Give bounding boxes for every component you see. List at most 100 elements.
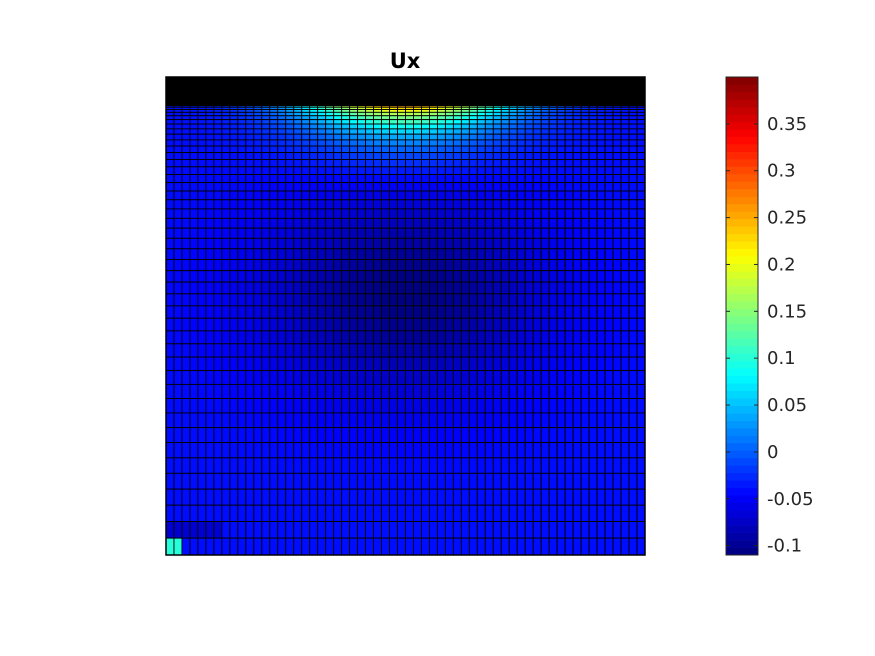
mesh-cell <box>333 208 343 219</box>
mesh-cell <box>612 115 622 121</box>
mesh-cell <box>524 472 534 490</box>
mesh-cell <box>293 190 303 201</box>
mesh-cell <box>556 190 566 201</box>
mesh-cell <box>564 217 574 229</box>
mesh-cell <box>293 293 303 307</box>
mesh-cell <box>373 182 383 192</box>
mesh-cell <box>508 139 518 147</box>
mesh-cell <box>221 370 231 385</box>
mesh-cell <box>421 152 430 160</box>
mesh-cell <box>572 521 582 539</box>
mesh-cell <box>285 119 295 125</box>
mesh-cell <box>596 119 606 125</box>
mesh-cell <box>173 217 183 229</box>
colorbar-band <box>726 368 758 377</box>
mesh-cell <box>580 317 590 332</box>
mesh-cell <box>500 293 510 307</box>
mesh-cell <box>516 412 526 429</box>
mesh-cell <box>532 217 542 229</box>
mesh-cell <box>524 174 534 184</box>
mesh-cell <box>612 174 622 184</box>
mesh-cell <box>596 305 606 319</box>
mesh-cell <box>277 330 287 345</box>
mesh-cell <box>405 293 414 307</box>
mesh-cell <box>237 488 247 506</box>
mesh-cell <box>309 159 319 168</box>
mesh-cell <box>444 305 454 319</box>
mesh-cell <box>421 248 430 261</box>
mesh-cell <box>277 259 287 272</box>
mesh-cell <box>269 133 279 141</box>
mesh-cell <box>181 472 191 490</box>
mesh-cell <box>269 248 279 261</box>
mesh-cell <box>205 248 215 261</box>
mesh-cell <box>572 133 582 141</box>
mesh-cell <box>373 370 383 385</box>
mesh-cell <box>532 190 542 201</box>
mesh-cell <box>492 293 502 307</box>
mesh-cell <box>261 174 271 184</box>
mesh-cell <box>397 128 406 135</box>
mesh-cell <box>189 281 199 295</box>
mesh-cell <box>197 119 207 125</box>
mesh-cell <box>564 537 574 556</box>
mesh-cell <box>532 139 542 147</box>
mesh-cell <box>484 111 494 117</box>
mesh-cell <box>628 111 638 117</box>
mesh-cell <box>604 237 614 250</box>
mesh-cell <box>508 488 518 506</box>
mesh-cell <box>349 115 359 121</box>
mesh-cell <box>413 383 422 399</box>
mesh-cell <box>277 537 287 556</box>
mesh-cell <box>173 521 183 539</box>
mesh-cell <box>516 343 526 358</box>
mesh-cell <box>444 442 454 459</box>
mesh-cell <box>205 370 215 385</box>
mesh-cell <box>468 190 478 201</box>
mesh-cell <box>237 237 247 250</box>
colorbar-band <box>726 233 758 242</box>
mesh-cell <box>405 152 414 160</box>
mesh-cell <box>333 281 343 295</box>
mesh-cell <box>452 457 462 474</box>
mesh-cell <box>197 356 207 372</box>
mesh-cell <box>173 281 183 295</box>
mesh-cell <box>301 305 311 319</box>
mesh-cell <box>269 145 279 154</box>
mesh-cell <box>548 111 558 117</box>
mesh-cell <box>429 343 438 358</box>
mesh-cell <box>357 115 367 121</box>
mesh-cell <box>500 370 510 385</box>
mesh-cell <box>245 356 255 372</box>
mesh-cell <box>349 123 359 130</box>
mesh-cell <box>357 182 367 192</box>
mesh-cell <box>389 457 398 474</box>
mesh-cell <box>173 442 183 459</box>
mesh-cell <box>325 248 335 261</box>
mesh-cell <box>221 190 231 201</box>
mesh-cell <box>516 237 526 250</box>
mesh-cell <box>389 227 398 239</box>
mesh-cell <box>421 139 430 147</box>
mesh-cell <box>205 115 215 121</box>
mesh-cell <box>628 412 638 429</box>
mesh-cell <box>492 139 502 147</box>
mesh-cell <box>245 139 255 147</box>
mesh-cell <box>436 398 446 414</box>
mesh-cell <box>285 115 295 121</box>
mesh-cell <box>596 504 606 522</box>
mesh-cell <box>636 457 646 474</box>
mesh-cell <box>309 182 319 192</box>
mesh-cell <box>452 472 462 490</box>
mesh-cell <box>476 208 486 219</box>
mesh-cell <box>165 159 175 168</box>
mesh-cell <box>197 237 207 250</box>
mesh-cell <box>421 472 430 490</box>
mesh-cell <box>628 182 638 192</box>
mesh-cell <box>285 412 295 429</box>
mesh-cell <box>436 111 446 117</box>
mesh-cell <box>293 521 303 539</box>
mesh-cell <box>596 145 606 154</box>
mesh-cell <box>261 472 271 490</box>
mesh-cell <box>325 119 335 125</box>
